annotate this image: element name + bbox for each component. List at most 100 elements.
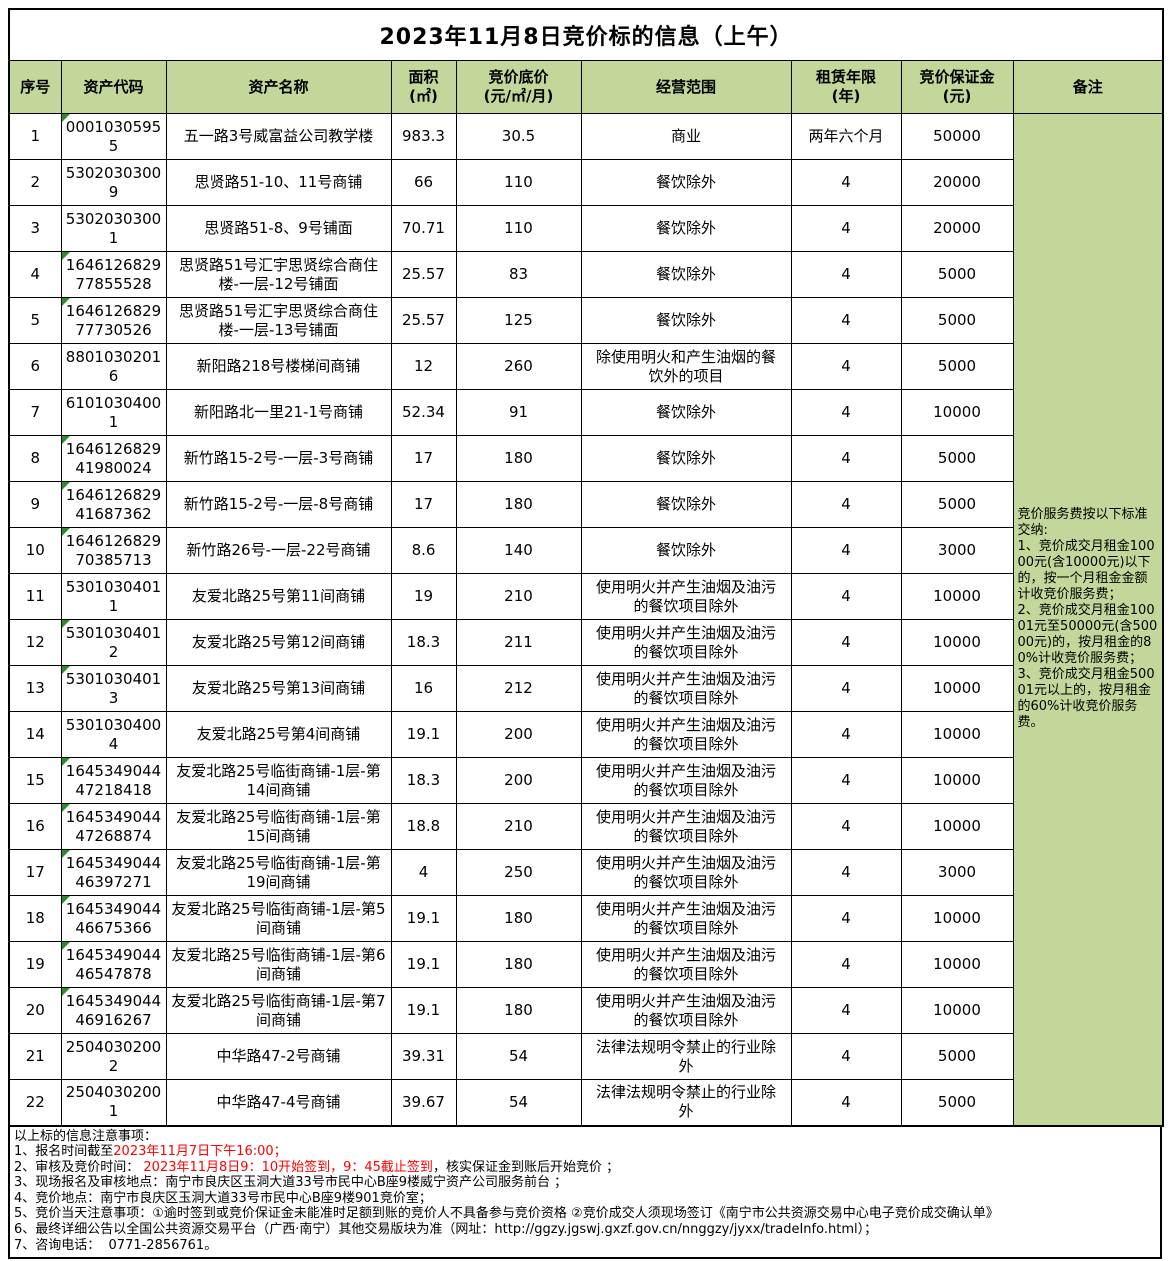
cell-base-price: 91 (455, 389, 582, 436)
cell-business-scope: 使用明火并产生油烟及油污的餐饮项目除外 (580, 711, 792, 758)
cell-base-price: 180 (455, 481, 582, 528)
cell-business-scope: 使用明火并产生油烟及油污的餐饮项目除外 (580, 849, 792, 896)
cell-asset-code: 53020303001 (60, 205, 167, 252)
cell-asset-name: 中华路47-4号商铺 (165, 1079, 392, 1126)
cell-base-price: 250 (455, 849, 582, 896)
cell-business-scope: 商业 (580, 113, 792, 160)
cell-asset-code: 164612682970385713 (60, 527, 167, 574)
cell-base-price: 200 (455, 757, 582, 804)
table-row: 2 53020303009 思贤路51-10、11号商铺 66 110 餐饮除外 4 2000… (8, 159, 1163, 206)
cell-deposit: 10000 (900, 665, 1014, 712)
cell-area: 39.67 (390, 1079, 457, 1126)
cell-serial-number: 8 (8, 435, 62, 482)
cell-deposit: 10000 (900, 711, 1014, 758)
cell-corner-marker-icon (62, 758, 70, 766)
cell-deposit: 10000 (900, 573, 1014, 620)
cell-base-price: 125 (455, 297, 582, 344)
cell-asset-name: 新竹路15-2号-一层-8号商铺 (165, 481, 392, 528)
table-row: 14 53010304004 友爱北路25号第4间商铺 19.1 200 使用明火并产生油… (8, 711, 1163, 758)
cell-deposit: 5000 (900, 1079, 1014, 1126)
cell-corner-marker-icon (62, 804, 70, 812)
cell-area: 25.57 (390, 297, 457, 344)
cell-deposit: 5000 (900, 343, 1014, 390)
note-line: 7、咨询电话： 0771-2856761。 (14, 1238, 1156, 1254)
cell-serial-number: 19 (8, 941, 62, 988)
cell-asset-name: 友爱北路25号临街商铺-1层-第15间商铺 (165, 803, 392, 850)
cell-lease-term: 4 (790, 481, 902, 528)
cell-corner-marker-icon (62, 850, 70, 858)
cell-lease-term: 4 (790, 159, 902, 206)
table-row: 4 164612682977855528 思贤路51号汇宇思贤综合商住楼-一层-12… (8, 251, 1163, 298)
cell-lease-term: 4 (790, 205, 902, 252)
cell-lease-term: 4 (790, 389, 902, 436)
note-line: 2、审核及竞价时间： 2023年11月8日9：10开始签到，9：45截止签到，核… (14, 1160, 1156, 1176)
cell-serial-number: 22 (8, 1079, 62, 1126)
col-header-asset-code: 资产代码 (60, 60, 167, 114)
note-text: 6、最终详细公告以全国公共资源交易平台（广西·南宁）其他交易版块为准（网址：ht… (14, 1222, 878, 1238)
cell-serial-number: 1 (8, 113, 62, 160)
table-row: 18 164534904446675366 友爱北路25号临街商铺-1层-第5间商铺… (8, 895, 1163, 942)
cell-asset-name: 友爱北路25号第11间商铺 (165, 573, 392, 620)
table-row: 7 61010304001 新阳路北一里21-1号商铺 52.34 91 餐饮除外 4 100… (8, 389, 1163, 436)
cell-area: 8.6 (390, 527, 457, 574)
table-row: 15 164534904447218418 友爱北路25号临街商铺-1层-第14间商… (8, 757, 1163, 804)
cell-asset-code: 88010302016 (60, 343, 167, 390)
cell-area: 19.1 (390, 711, 457, 758)
note-highlight-text: 2023年11月8日9：10开始签到，9：45截止签到 (143, 1159, 433, 1175)
cell-business-scope: 餐饮除外 (580, 159, 792, 206)
cell-area: 17 (390, 435, 457, 482)
cell-deposit: 3000 (900, 849, 1014, 896)
note-text: 4、竞价地点：南宁市良庆区玉洞大道33号市民中心B座9楼901竞价室； (14, 1190, 432, 1206)
cell-asset-name: 思贤路51-10、11号商铺 (165, 159, 392, 206)
cell-area: 983.3 (390, 113, 457, 160)
cell-deposit: 5000 (900, 297, 1014, 344)
cell-asset-code: 53010304011 (60, 573, 167, 620)
table-body: 1 00010305955 五一路3号威富益公司教学楼 983.3 30.5 商业 两年六个… (8, 113, 1164, 1126)
cell-serial-number: 20 (8, 987, 62, 1034)
note-line: 4、竞价地点：南宁市良庆区玉洞大道33号市民中心B座9楼901竞价室； (14, 1191, 1156, 1207)
cell-area: 39.31 (390, 1033, 457, 1080)
cell-lease-term: 4 (790, 527, 902, 574)
table-row: 9 164612682941687362 新竹路15-2号-一层-8号商铺 17 180… (8, 481, 1163, 528)
cell-asset-code: 53020303009 (60, 159, 167, 206)
cell-business-scope: 餐饮除外 (580, 251, 792, 298)
cell-base-price: 180 (455, 941, 582, 988)
cell-base-price: 212 (455, 665, 582, 712)
note-text: 2、审核及竞价时间： (14, 1159, 144, 1175)
note-line: 5、竞价当天注意事项：①逾时签到或竞价保证金未能准时足额到账的竞价人不具备参与竞… (14, 1206, 1156, 1222)
cell-corner-marker-icon (62, 988, 70, 996)
cell-deposit: 10000 (900, 987, 1014, 1034)
cell-area: 18.3 (390, 619, 457, 666)
cell-area: 66 (390, 159, 457, 206)
cell-asset-code: 00010305955 (60, 113, 167, 160)
cell-base-price: 140 (455, 527, 582, 574)
cell-base-price: 211 (455, 619, 582, 666)
cell-corner-marker-icon (62, 436, 70, 444)
cell-business-scope: 使用明火并产生油烟及油污的餐饮项目除外 (580, 803, 792, 850)
cell-asset-name: 思贤路51号汇宇思贤综合商住楼-一层-13号铺面 (165, 297, 392, 344)
col-header-area: 面积 (㎡) (390, 60, 457, 114)
cell-asset-name: 友爱北路25号第13间商铺 (165, 665, 392, 712)
cell-lease-term: 4 (790, 711, 902, 758)
cell-lease-term: 4 (790, 665, 902, 712)
cell-business-scope: 法律法规明令禁止的行业除外 (580, 1079, 792, 1126)
cell-lease-term: 4 (790, 297, 902, 344)
cell-area: 19 (390, 573, 457, 620)
cell-business-scope: 使用明火并产生油烟及油污的餐饮项目除外 (580, 573, 792, 620)
note-text: 以上标的信息注意事项： (14, 1128, 158, 1144)
cell-lease-term: 4 (790, 573, 902, 620)
cell-area: 19.1 (390, 987, 457, 1034)
cell-corner-marker-icon (62, 620, 70, 628)
cell-base-price: 54 (455, 1033, 582, 1080)
cell-asset-code: 53010304013 (60, 665, 167, 712)
cell-base-price: 180 (455, 987, 582, 1034)
col-header-asset-name: 资产名称 (165, 60, 392, 114)
cell-asset-name: 友爱北路25号临街商铺-1层-第7间商铺 (165, 987, 392, 1034)
cell-deposit: 10000 (900, 389, 1014, 436)
table-row: 8 164612682941980024 新竹路15-2号-一层-3号商铺 17 180… (8, 435, 1163, 482)
cell-asset-code: 164612682977855528 (60, 251, 167, 298)
cell-lease-term: 4 (790, 1033, 902, 1080)
cell-business-scope: 餐饮除外 (580, 297, 792, 344)
cell-area: 19.1 (390, 941, 457, 988)
cell-base-price: 83 (455, 251, 582, 298)
